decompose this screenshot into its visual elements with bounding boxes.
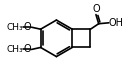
Text: O: O: [92, 4, 100, 14]
Text: CH₃: CH₃: [6, 45, 23, 54]
Text: O: O: [23, 44, 31, 54]
Text: O: O: [23, 22, 31, 32]
Text: OH: OH: [109, 18, 124, 28]
Text: CH₃: CH₃: [6, 23, 23, 32]
